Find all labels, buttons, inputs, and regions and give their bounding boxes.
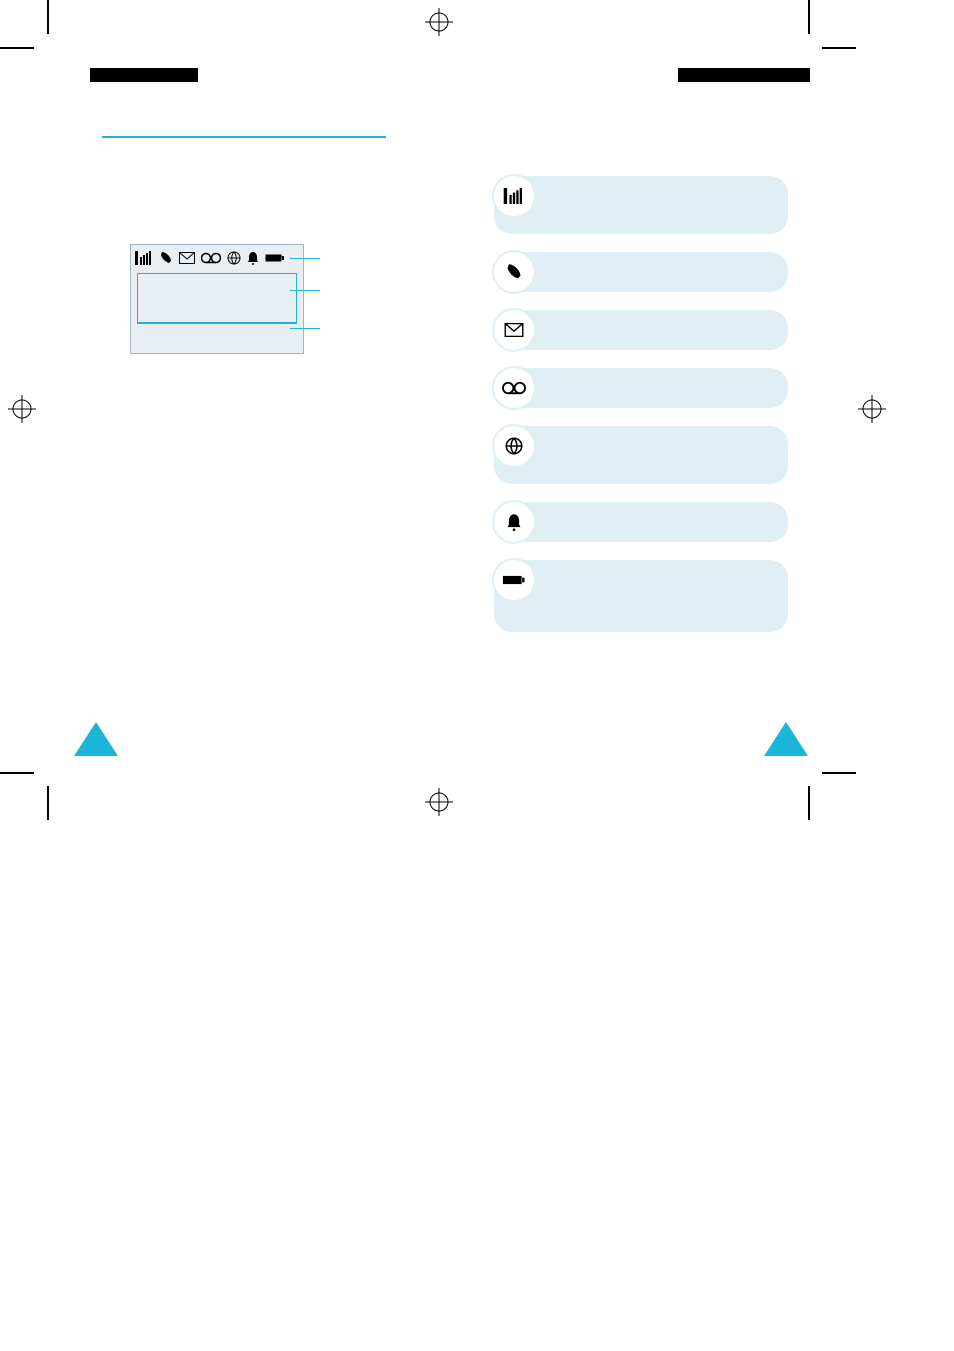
registration-mark-left [8, 395, 36, 423]
registration-mark-bottom [425, 788, 453, 816]
icon-desc-envelope [494, 310, 788, 350]
crop-mark [822, 47, 856, 49]
globe-icon [227, 251, 241, 265]
display-softkey-area [137, 323, 297, 324]
crop-mark [47, 0, 49, 34]
icon-desc-phone [494, 252, 788, 292]
signal-icon [492, 174, 536, 218]
heading-underline [102, 136, 386, 138]
icon-desc-battery [494, 560, 788, 632]
battery-icon [265, 252, 285, 264]
phone-icon [159, 251, 173, 265]
voicemail-icon [492, 366, 536, 410]
globe-icon [492, 424, 536, 468]
callout-line [290, 328, 320, 329]
envelope-icon [492, 308, 536, 352]
crop-mark [0, 772, 34, 774]
crop-mark [0, 47, 34, 49]
header-bar-left [90, 68, 198, 82]
icon-desc-voicemail [494, 368, 788, 408]
header-bar-right [678, 68, 810, 82]
crop-mark [808, 0, 810, 34]
phone-display-mock [130, 244, 304, 354]
icon-desc-bell [494, 502, 788, 542]
voicemail-icon [201, 252, 221, 264]
crop-mark [47, 786, 49, 820]
page-nav-prev[interactable] [74, 722, 118, 756]
icon-desc-signal [494, 176, 788, 234]
callout-line [290, 258, 320, 259]
bell-icon [492, 500, 536, 544]
page-nav-next[interactable] [764, 722, 808, 756]
registration-mark-right [858, 395, 886, 423]
crop-mark [822, 772, 856, 774]
envelope-icon [179, 252, 195, 264]
display-text-area [137, 273, 297, 323]
phone-icon [492, 250, 536, 294]
battery-icon [492, 558, 536, 602]
signal-icon [135, 251, 153, 265]
callout-line [290, 290, 320, 291]
crop-mark [808, 786, 810, 820]
display-status-icons [131, 245, 303, 271]
bell-icon [247, 251, 259, 265]
registration-mark-top [425, 8, 453, 36]
icon-desc-globe [494, 426, 788, 484]
